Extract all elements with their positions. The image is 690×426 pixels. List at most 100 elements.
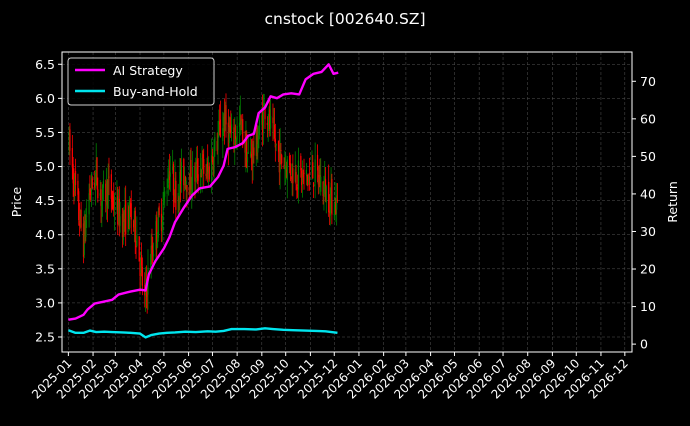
price-candle-body — [224, 107, 226, 131]
price-candle-body — [311, 166, 313, 173]
price-candle-body — [136, 235, 138, 246]
price-candle-body — [207, 167, 210, 174]
price-candle-body — [324, 177, 326, 189]
price-candle-body — [314, 159, 316, 183]
price-candle-body — [278, 147, 280, 173]
price-candle-body — [73, 181, 75, 196]
price-candle-body — [129, 202, 132, 209]
price-candle-body — [297, 184, 299, 186]
price-candle-body — [88, 193, 90, 215]
price-candle-body — [273, 124, 276, 139]
price-candle-body — [125, 200, 127, 235]
y-tick-label-left: 3.0 — [35, 295, 55, 310]
price-candle-body — [74, 175, 76, 192]
y-axis-label-right: Return — [665, 181, 680, 222]
price-candle-body — [253, 147, 255, 156]
price-candle-body — [169, 172, 171, 177]
price-candle-body — [186, 184, 188, 192]
price-candle-body — [162, 203, 164, 218]
price-candle-body — [262, 112, 264, 133]
price-candle-body — [161, 222, 163, 229]
price-candle-body — [168, 174, 170, 184]
price-candle-body — [129, 199, 131, 228]
price-candle-body — [305, 169, 307, 175]
price-candle-body — [240, 115, 242, 125]
price-candle-body — [251, 156, 253, 165]
price-candle-body — [139, 262, 141, 276]
price-candle-body — [197, 174, 199, 181]
price-candle-body — [190, 159, 192, 190]
y-tick-label-right: 50 — [640, 149, 656, 164]
price-candle-body — [262, 106, 265, 129]
price-candle-body — [95, 160, 97, 169]
price-candle-body — [152, 249, 154, 256]
price-candle-body — [111, 194, 113, 202]
price-candle-body — [328, 211, 331, 214]
price-candle-body — [112, 197, 114, 199]
price-candle-body — [273, 125, 275, 127]
price-candle-body — [191, 191, 193, 195]
price-candle-body — [230, 124, 233, 130]
price-candle-body — [250, 151, 252, 157]
price-candle-body — [336, 199, 339, 201]
price-candle-body — [116, 197, 118, 211]
price-candle-body — [89, 188, 91, 196]
price-candle-body — [113, 211, 116, 213]
price-candle-body — [255, 129, 257, 156]
y-tick-label-left: 3.5 — [35, 261, 55, 276]
price-candle-body — [301, 173, 304, 183]
price-candle-body — [151, 245, 153, 254]
price-candle-body — [222, 128, 224, 141]
price-candle-body — [184, 177, 186, 189]
price-candle-body — [218, 122, 220, 136]
price-candle-body — [107, 180, 109, 209]
price-candle-body — [294, 169, 296, 182]
price-candle-body — [90, 174, 93, 192]
price-candle-body — [322, 181, 324, 197]
price-candle-body — [167, 184, 169, 188]
price-candle-body — [178, 197, 180, 201]
price-candle-body — [283, 164, 285, 169]
price-candle-body — [325, 186, 327, 203]
series-line-ai-strategy — [68, 63, 339, 321]
price-candle-body — [216, 141, 218, 151]
price-candle-body — [117, 196, 119, 225]
price-candle-body — [250, 153, 253, 158]
price-candle-body — [312, 162, 314, 179]
price-candle-body — [96, 157, 98, 185]
price-candle-body — [127, 202, 129, 233]
price-candle-body — [229, 125, 231, 133]
price-candle-body — [246, 157, 249, 163]
legend-label-buy-and-hold: Buy-and-Hold — [113, 84, 198, 99]
price-candle-body — [234, 132, 236, 149]
price-candle-body — [183, 159, 185, 186]
price-candle-body — [211, 156, 214, 163]
price-candle-body — [80, 209, 82, 228]
price-candle-body — [102, 181, 104, 188]
y-tick-label-left: 6.0 — [35, 91, 55, 106]
y-tick-label-left: 5.5 — [35, 125, 55, 140]
price-candle-body — [275, 143, 277, 146]
price-candle-body — [289, 163, 292, 176]
price-candle-body — [331, 178, 333, 215]
y-tick-label-left: 2.5 — [35, 330, 55, 345]
price-candle-body — [268, 109, 270, 126]
series-line-buy-and-hold — [67, 327, 338, 339]
price-candle-body — [256, 127, 258, 156]
price-candle-body — [228, 127, 230, 144]
price-candle-body — [234, 136, 237, 140]
price-candle-body — [122, 212, 124, 241]
price-candle-body — [336, 195, 338, 210]
y-tick-label-right: 10 — [640, 299, 656, 314]
price-candle-body — [302, 169, 304, 178]
price-candle-body — [280, 149, 282, 152]
price-candle-body — [208, 166, 210, 180]
price-candle-body — [164, 191, 166, 197]
price-candle-body — [90, 194, 92, 195]
price-candle-body — [146, 291, 148, 297]
price-candle-body — [258, 135, 260, 149]
price-candle-body — [173, 190, 175, 203]
price-candle-body — [279, 145, 281, 172]
price-candle-body — [319, 175, 321, 187]
